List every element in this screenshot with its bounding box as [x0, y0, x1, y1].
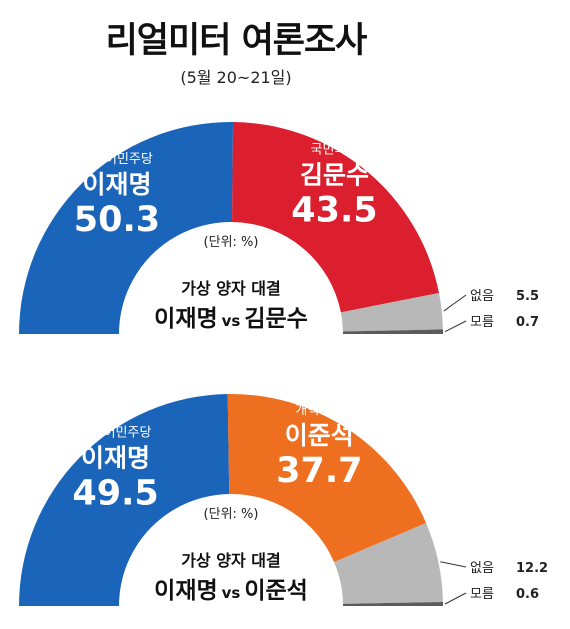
page-title: 리얼미터 여론조사 — [105, 21, 368, 61]
slice-candidate-label: 김문수 — [300, 160, 369, 189]
slice-1 — [19, 121, 233, 334]
slice-value-label: 43.5 — [291, 190, 377, 230]
slice-value-label: 50.3 — [74, 200, 160, 240]
slice-2 — [232, 122, 439, 313]
slice-4 — [342, 329, 443, 334]
matchup-label: 이재명 vs 김문수 — [154, 306, 308, 332]
leader-line — [440, 561, 467, 568]
slice-party-label: 개혁신당 — [295, 403, 343, 418]
slice-party-label: 더불어민주당 — [81, 152, 153, 167]
matchup-vs: vs — [222, 584, 241, 602]
slice-value-label: 49.5 — [72, 473, 158, 513]
survey-date: (5월 20~21일) — [180, 68, 292, 87]
leader-line — [444, 592, 467, 605]
slice-candidate-label: 이재명 — [82, 170, 151, 199]
slice-3 — [340, 292, 443, 332]
unit-label: (단위: %) — [204, 235, 259, 250]
matchup-left: 이재명 — [154, 578, 217, 604]
slice-candidate-label: 이준석 — [285, 421, 354, 450]
matchup-right: 이준석 — [244, 578, 307, 604]
slice-value-label: 5.5 — [516, 289, 539, 304]
center-caption: 가상 양자 대결 — [181, 279, 280, 298]
leader-line — [443, 294, 467, 312]
slice-4 — [342, 602, 443, 606]
slice-1 — [19, 394, 230, 606]
slice-name-label: 없음 — [470, 561, 494, 576]
slice-name-label: 모름 — [470, 587, 494, 602]
slice-2 — [227, 394, 427, 563]
slice-name-label: 모름 — [470, 315, 494, 330]
slice-value-label: 37.7 — [276, 451, 362, 491]
slice-value-label: 12.2 — [516, 561, 548, 576]
matchup-left: 이재명 — [154, 306, 217, 332]
unit-label: (단위: %) — [204, 507, 259, 522]
matchup-right: 김문수 — [244, 306, 307, 332]
slice-value-label: 0.7 — [516, 315, 539, 330]
slice-name-label: 없음 — [470, 289, 494, 304]
slice-party-label: 국민의힘 — [311, 142, 359, 157]
slice-party-label: 더불어민주당 — [80, 425, 152, 440]
slice-candidate-label: 이재명 — [81, 443, 150, 472]
slice-3 — [334, 523, 443, 604]
slice-value-label: 0.6 — [516, 587, 539, 602]
matchup-vs: vs — [222, 312, 241, 330]
leader-line — [444, 320, 467, 333]
matchup-label: 이재명 vs 이준석 — [154, 578, 308, 604]
center-caption: 가상 양자 대결 — [181, 551, 280, 570]
